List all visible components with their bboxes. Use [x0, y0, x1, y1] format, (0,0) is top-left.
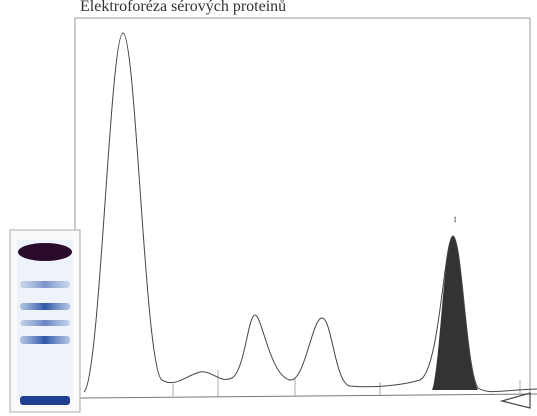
title: Elektroforéza sérových proteinů	[80, 0, 286, 15]
gel-band	[20, 396, 70, 405]
gel-band	[20, 336, 70, 344]
peak-label: 1	[453, 215, 457, 224]
gel-band	[18, 243, 72, 261]
direction-arrow	[499, 392, 531, 409]
fraction-ticks	[172, 370, 521, 396]
gel-band	[20, 303, 70, 310]
shaded-peak	[432, 236, 478, 390]
gel-band	[20, 320, 70, 326]
gel-strip	[9, 229, 81, 413]
frame	[74, 17, 531, 400]
density-curve	[83, 32, 537, 393]
gel-band	[20, 281, 70, 288]
baseline	[79, 393, 537, 399]
